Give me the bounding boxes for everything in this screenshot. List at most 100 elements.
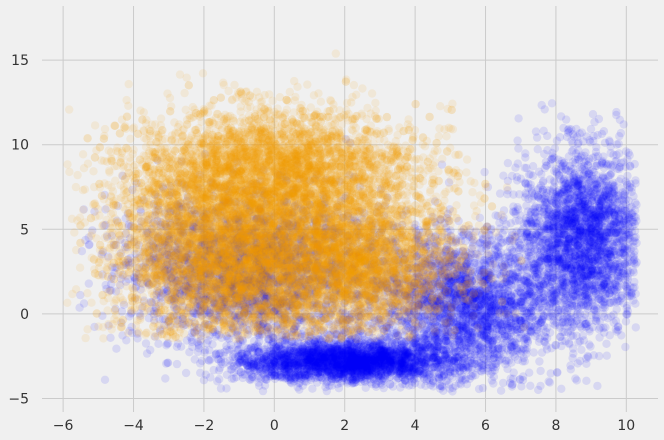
scatter-point (351, 353, 360, 363)
scatter-point (332, 354, 341, 363)
scatter-point (365, 350, 374, 360)
scatter-point (303, 355, 313, 364)
scatter-point (331, 361, 340, 371)
scatter-point (283, 362, 293, 371)
scatter-point (366, 357, 376, 366)
scatter-point (495, 189, 505, 198)
scatter-point (564, 218, 573, 228)
scatter-point (218, 268, 227, 277)
scatter-series-1 (75, 99, 641, 396)
scatter-point (163, 279, 172, 289)
scatter-point (599, 127, 609, 136)
scatter-point (350, 347, 360, 357)
scatter-point (568, 353, 577, 363)
scatter-point (532, 133, 542, 142)
scatter-point (181, 368, 191, 378)
scatter-point (226, 241, 236, 250)
scatter-point (396, 359, 405, 368)
scatter-point (282, 315, 291, 324)
scatter-point (217, 302, 226, 311)
scatter-point (380, 351, 390, 360)
scatter-point (444, 313, 453, 322)
scatter-point (580, 248, 590, 257)
scatter-point (339, 354, 348, 363)
scatter-point (358, 342, 368, 351)
scatter-point (621, 342, 630, 352)
scatter-point (615, 115, 625, 125)
scatter-point (509, 190, 518, 199)
scatter-point (480, 239, 489, 249)
scatter-point (401, 206, 411, 215)
scatter-point (270, 357, 279, 366)
scatter-point (340, 373, 349, 382)
scatter-point (366, 338, 375, 347)
scatter-point (347, 355, 356, 364)
scatter-point (604, 258, 613, 267)
scatter-point (198, 286, 207, 295)
scatter-point (631, 323, 640, 332)
scatter-point (275, 370, 284, 380)
scatter-point (234, 258, 244, 268)
scatter-point (301, 371, 310, 380)
scatter-point (452, 352, 461, 361)
scatter-point (481, 294, 491, 304)
scatter-point (141, 339, 151, 348)
scatter-point (300, 351, 309, 360)
scatter-point (452, 281, 461, 290)
scatter-point (190, 355, 199, 364)
scatter-point (311, 361, 320, 370)
scatter-point (587, 285, 596, 294)
scatter-point (532, 325, 541, 335)
scatter-point (310, 337, 320, 347)
scatter-point (577, 345, 586, 354)
scatter-point (553, 200, 562, 209)
scatter-point (577, 218, 587, 228)
scatter-point (398, 254, 408, 263)
scatter-point (611, 228, 620, 238)
scatter-point (363, 368, 373, 377)
scatter-point (374, 355, 383, 364)
scatter-point (519, 322, 528, 332)
scatter-point (582, 226, 591, 235)
scatter-point (587, 232, 597, 242)
scatter-point (142, 349, 152, 358)
scatter-point (359, 369, 368, 378)
scatter-point (508, 260, 517, 269)
scatter-point (314, 365, 323, 374)
scatter-point (235, 210, 244, 219)
scatter-point (581, 276, 590, 285)
scatter-point (389, 239, 398, 248)
scatter-point (414, 367, 424, 376)
scatter-point (318, 334, 328, 343)
scatter-point (572, 376, 581, 385)
scatter-point (443, 309, 452, 318)
scatter-point (582, 376, 591, 385)
scatter-point (499, 267, 508, 277)
scatter-point (175, 244, 185, 254)
scatter-point (467, 300, 476, 309)
scatter-point (486, 269, 495, 278)
scatter-point (266, 361, 276, 371)
scatter-point (387, 338, 396, 347)
scatter-point (315, 369, 325, 379)
scatter-point (362, 364, 372, 373)
scatter-point (235, 232, 244, 241)
scatter-point (555, 257, 564, 266)
scatter-point (520, 340, 530, 349)
scatter-point (539, 126, 548, 135)
scatter-point (453, 303, 462, 312)
scatter-point (455, 337, 464, 346)
scatter-point (330, 367, 339, 376)
scatter-point (537, 100, 546, 110)
scatter-point (423, 296, 433, 306)
scatter-point (593, 381, 602, 391)
scatter-point (352, 351, 361, 360)
scatter-point (528, 171, 538, 180)
scatter-point (545, 282, 554, 291)
scatter-point (496, 386, 506, 395)
scatter-point (233, 339, 243, 348)
scatter-point (417, 360, 427, 369)
data-series (63, 49, 641, 396)
scatter-point (248, 246, 257, 255)
